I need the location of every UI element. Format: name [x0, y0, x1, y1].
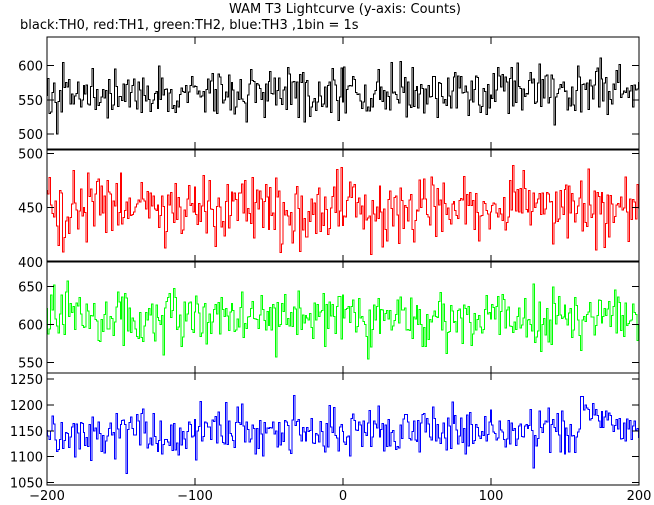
- series-line-th1: [46, 165, 640, 256]
- x-tick-label: 0: [339, 489, 347, 504]
- series-line-th0: [46, 57, 640, 135]
- y-tick-label: 500: [18, 147, 43, 162]
- series-line-th2: [46, 280, 640, 360]
- x-tick-label: −200: [29, 489, 65, 504]
- panel-th0: 500 550 600: [18, 36, 640, 150]
- panel-th1: 400 450 500: [18, 147, 640, 271]
- panel-th2: 550 600 650: [18, 260, 640, 374]
- panel-frame: [46, 372, 640, 486]
- y-tick-label: 650: [18, 281, 43, 296]
- y-tick-label: 600: [18, 60, 43, 75]
- series-line-th3: [46, 395, 640, 475]
- y-tick-label: 550: [18, 94, 43, 109]
- x-tick-label: 200: [627, 489, 652, 504]
- x-tick-label: 100: [479, 489, 504, 504]
- x-tick-label: −100: [177, 489, 213, 504]
- y-tick-label: 1250: [10, 373, 43, 388]
- y-tick-label: 1050: [10, 476, 43, 491]
- y-tick-label: 1100: [10, 451, 43, 466]
- y-tick-label: 450: [18, 202, 43, 217]
- panel-frame: [46, 149, 640, 263]
- chart-title: WAM T3 Lightcurve (y-axis: Counts): [229, 2, 461, 17]
- y-tick-label: 550: [18, 356, 43, 371]
- panel-th3: 1050 1100 1150 1200 1250: [10, 372, 640, 491]
- y-tick-label: 1150: [10, 425, 43, 440]
- x-axis: −200 −100 0 100 200: [29, 489, 651, 504]
- panel-frame: [46, 260, 640, 374]
- panel-frame: [46, 36, 640, 150]
- y-tick-label: 500: [18, 128, 43, 143]
- chart-subtitle: black:TH0, red:TH1, green:TH2, blue:TH3 …: [20, 18, 359, 33]
- y-tick-label: 600: [18, 319, 43, 334]
- panels-layer: 5005506004004505005506006501050110011501…: [10, 36, 640, 491]
- y-tick-label: 400: [18, 256, 43, 271]
- y-tick-label: 1200: [10, 399, 43, 414]
